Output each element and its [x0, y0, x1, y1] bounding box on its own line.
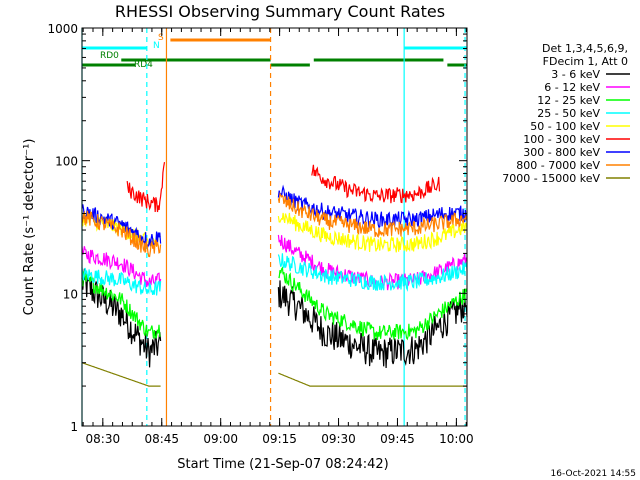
legend-entry-2: 6 - 12 keV [544, 81, 600, 94]
series-8-segment-2 [277, 192, 468, 238]
x-tick-label-1: 08:30 [86, 432, 121, 446]
y-tick-label-1: 1 [70, 420, 78, 434]
x-tick-label-3: 09:00 [203, 432, 238, 446]
x-tick-label-2: 08:45 [144, 432, 179, 446]
legend-entry-7: 300 - 800 keV [523, 146, 600, 159]
x-tick-label-6: 09:45 [380, 432, 415, 446]
chart-title: RHESSI Observing Summary Count Rates [115, 2, 445, 21]
axes: 08:30 08:45 09:00 09:15 09:30 09:45 10:00 1 10 10… [47, 22, 473, 446]
legend-entry-4: 25 - 50 keV [537, 107, 600, 120]
x-tick-label-4: 09:15 [262, 432, 297, 446]
legend: Det 1,3,4,5,6,9,FDecim 1, Att 03 - 6 keV… [502, 42, 630, 185]
timestamp: 16-Oct-2021 14:55 [551, 469, 636, 479]
series-1-segment-2 [277, 280, 468, 369]
series-6-segment-1 [126, 161, 166, 213]
state-label-rd0: RD0 [100, 51, 119, 61]
x-axis-label: Start Time (21-Sep-07 08:24:42) [177, 457, 388, 472]
legend-entry-6: 100 - 300 keV [523, 133, 600, 146]
x-tick-label-7: 10:00 [439, 432, 474, 446]
legend-entry-5: 50 - 100 keV [530, 120, 600, 133]
series-8 [81, 192, 468, 258]
series-9-segment-2 [278, 372, 467, 387]
series-4-segment-1 [81, 267, 162, 296]
y-tick-label-2: 10 [63, 287, 78, 301]
legend-header-1: Det 1,3,4,5,6,9, [542, 42, 628, 55]
series-lines [81, 161, 468, 387]
legend-entry-3: 12 - 25 keV [537, 94, 600, 107]
series-3-segment-2 [278, 266, 468, 341]
series-6 [126, 161, 441, 213]
legend-entry-1: 3 - 6 keV [551, 68, 600, 81]
series-6-segment-2 [311, 164, 441, 204]
state-label-s: S [158, 33, 164, 43]
series-3 [81, 266, 468, 341]
series-9 [81, 362, 467, 387]
state-label-rd4: RD4 [134, 60, 153, 70]
state-bars: SN RD0 RD4 [82, 33, 467, 70]
series-3-segment-1 [81, 271, 161, 340]
y-tick-label-4: 1000 [47, 22, 78, 36]
series-5-segment-2 [277, 212, 468, 253]
series-4 [81, 253, 468, 296]
x-tick-label-5: 09:30 [321, 432, 356, 446]
state-label-n: N [153, 41, 160, 51]
series-8-segment-1 [81, 210, 162, 258]
series-4-segment-2 [277, 253, 468, 292]
y-axis-label: Count Rate (s⁻¹ detector⁻¹) [22, 139, 37, 316]
y-tick-label-3: 100 [55, 155, 78, 169]
legend-entry-9: 7000 - 15000 keV [502, 172, 600, 185]
series-9-segment-1 [81, 362, 161, 387]
legend-header-2: FDecim 1, Att 0 [543, 55, 628, 68]
series-2-segment-1 [81, 246, 162, 288]
legend-entry-8: 800 - 7000 keV [516, 159, 600, 172]
plot-frame [81, 27, 468, 427]
